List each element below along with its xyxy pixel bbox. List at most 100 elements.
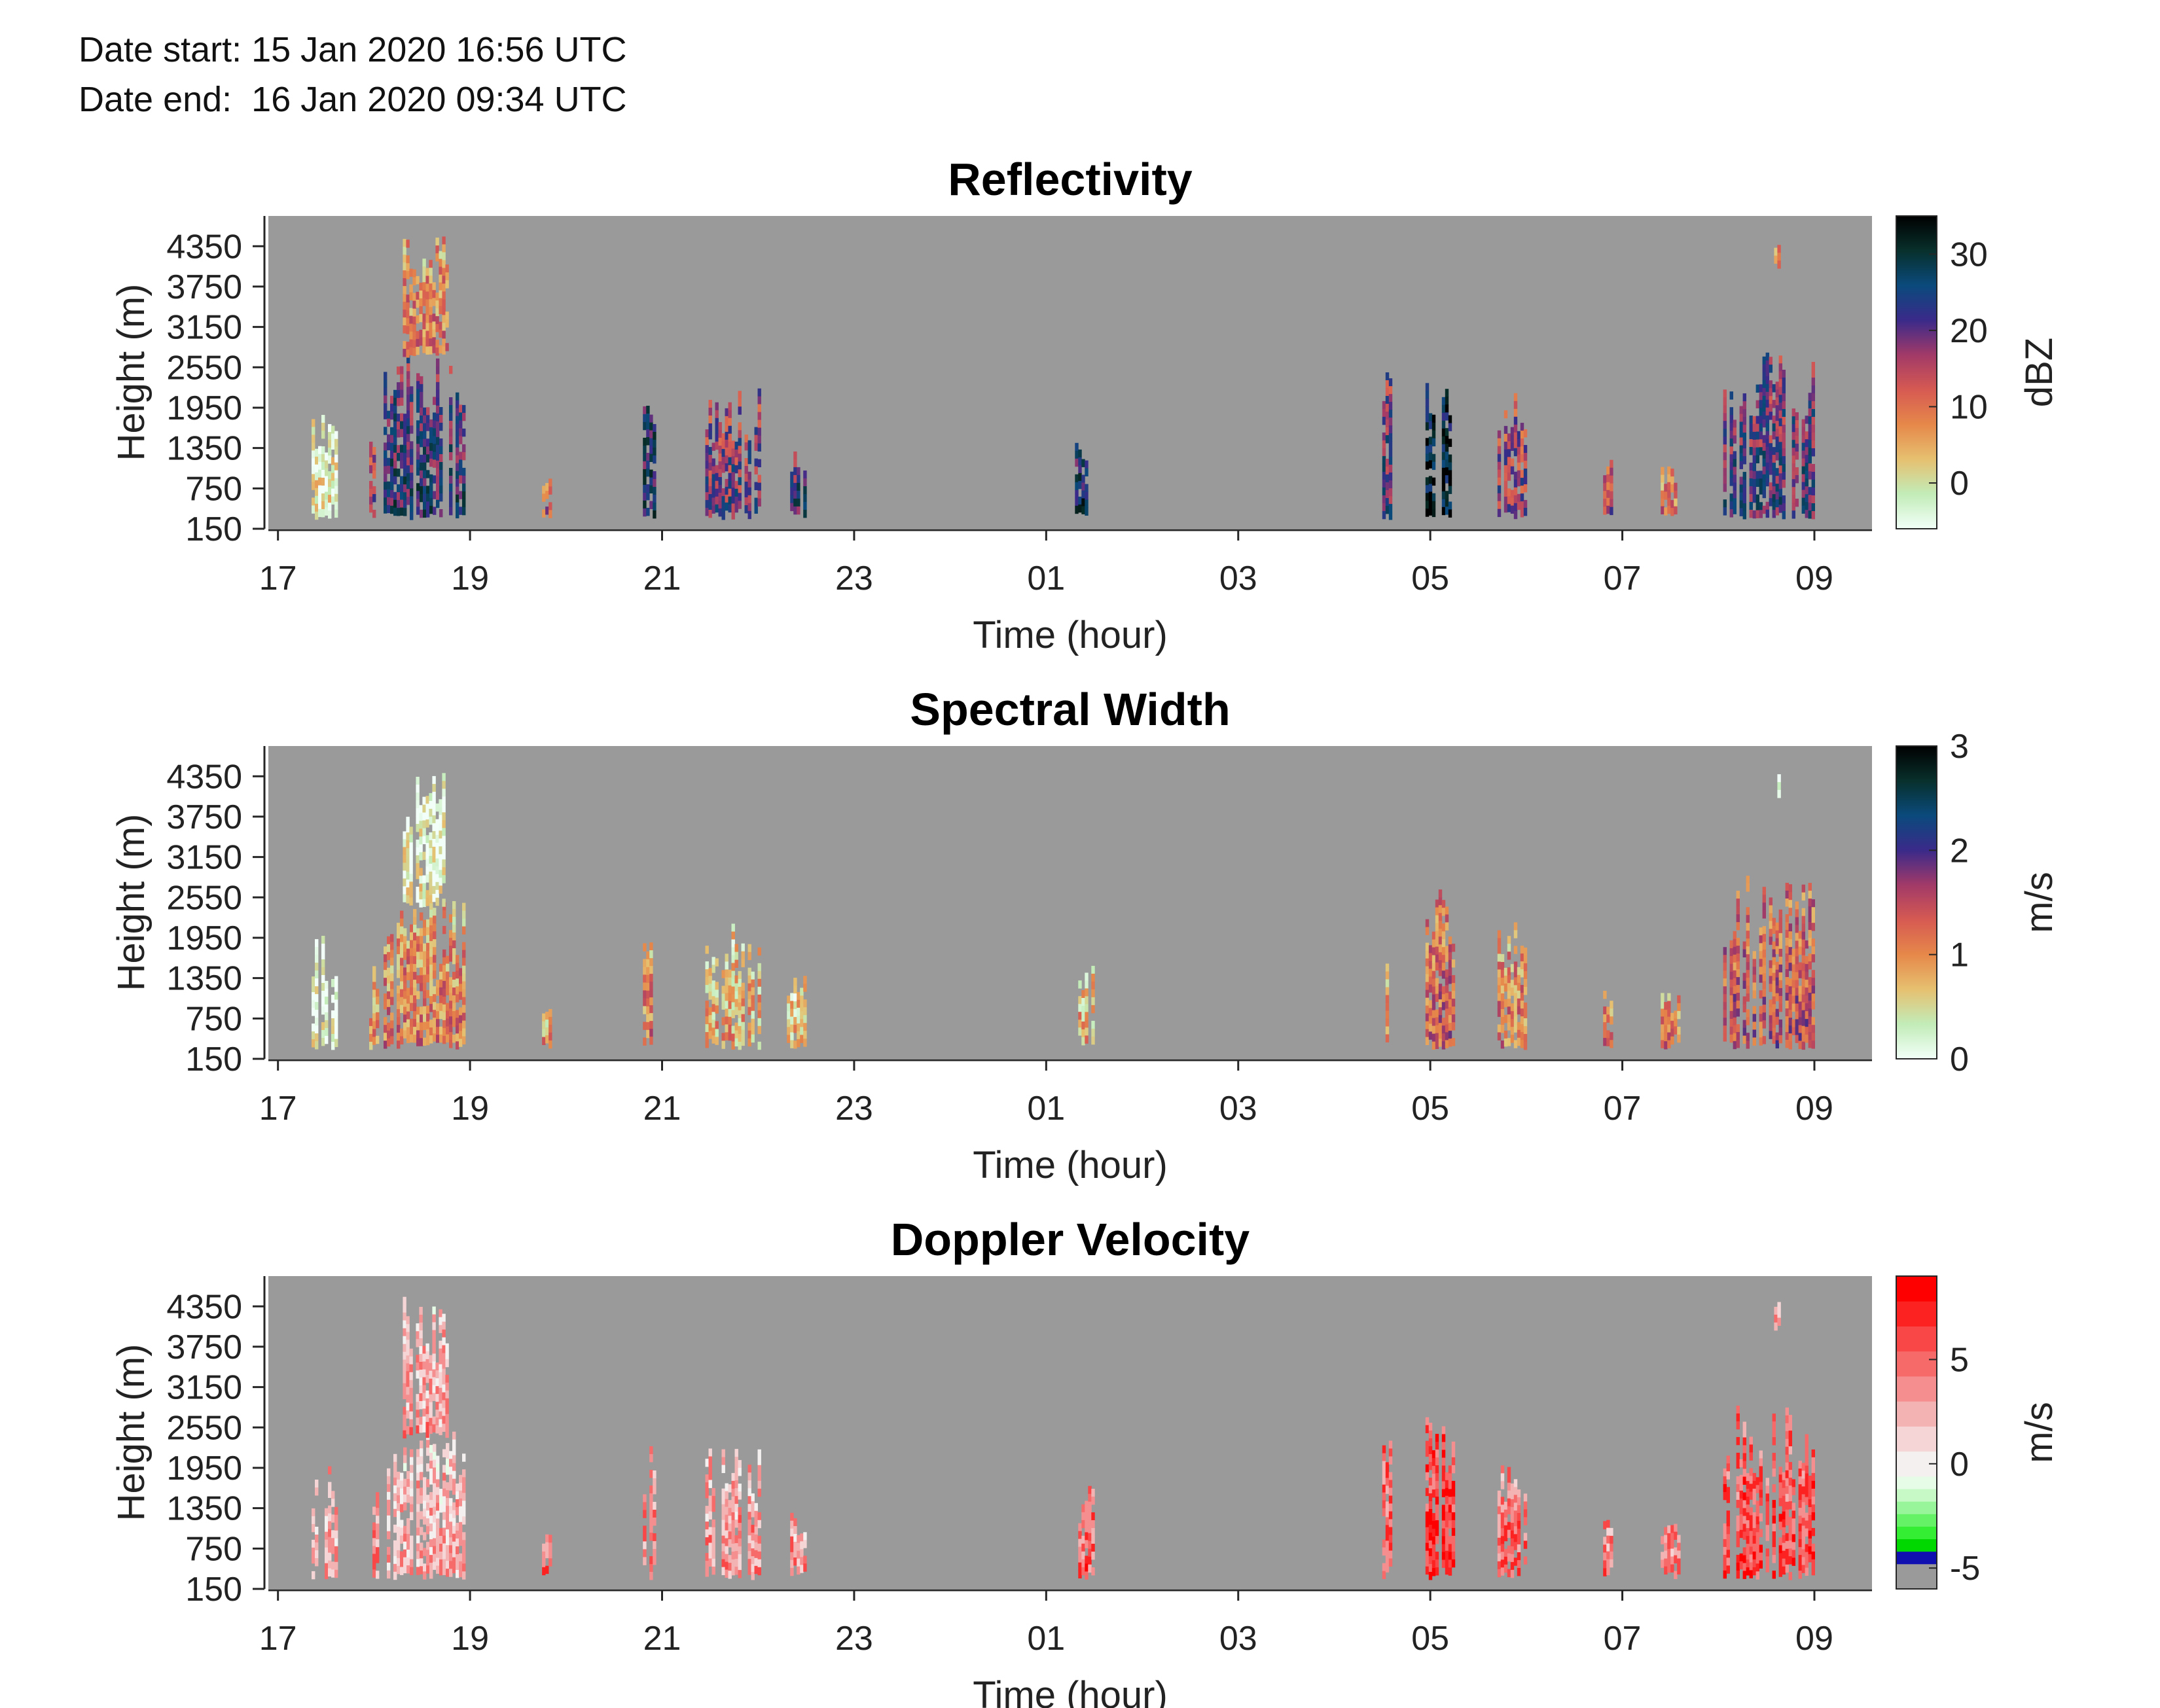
data-cell bbox=[422, 298, 426, 306]
data-cell bbox=[1742, 1508, 1746, 1516]
data-cell bbox=[1785, 922, 1789, 931]
data-cell bbox=[312, 1539, 315, 1548]
data-cell bbox=[1808, 432, 1812, 440]
data-cell bbox=[435, 897, 439, 906]
data-cell bbox=[384, 946, 387, 955]
data-cell bbox=[1782, 472, 1786, 480]
data-cell bbox=[1726, 1565, 1730, 1574]
data-cell bbox=[1523, 484, 1528, 493]
data-cell bbox=[429, 847, 433, 857]
data-cell bbox=[708, 431, 712, 440]
data-cell bbox=[446, 1545, 450, 1554]
data-cell bbox=[325, 1012, 329, 1021]
data-event bbox=[1425, 383, 1452, 518]
data-cell bbox=[1425, 1029, 1430, 1037]
data-cell bbox=[1778, 909, 1782, 918]
data-cell bbox=[436, 421, 440, 430]
data-cell bbox=[1435, 1450, 1439, 1458]
data-cell bbox=[1729, 987, 1733, 996]
data-cell bbox=[790, 1559, 794, 1569]
data-cell bbox=[1775, 985, 1779, 994]
data-cell bbox=[1431, 1458, 1436, 1467]
data-cell bbox=[449, 436, 453, 445]
data-cell bbox=[390, 505, 394, 514]
data-cell bbox=[331, 995, 335, 1003]
data-cell bbox=[725, 985, 729, 993]
data-cell bbox=[331, 441, 335, 450]
data-cell bbox=[439, 823, 442, 831]
data-cell bbox=[718, 469, 722, 478]
data-cell bbox=[1726, 1495, 1730, 1503]
data-cell bbox=[321, 952, 325, 960]
data-cell bbox=[1091, 989, 1095, 998]
data-cell bbox=[754, 1550, 758, 1559]
data-cell bbox=[1510, 987, 1515, 996]
data-cell bbox=[1752, 1567, 1756, 1576]
data-cell bbox=[1661, 1024, 1665, 1033]
data-cell bbox=[1782, 511, 1786, 520]
data-cell bbox=[1777, 260, 1781, 269]
data-cell bbox=[1523, 963, 1528, 972]
data-cell bbox=[705, 453, 709, 461]
data-cell bbox=[1438, 1031, 1443, 1039]
data-cell bbox=[369, 1041, 373, 1050]
data-cell bbox=[1507, 449, 1511, 457]
data-cell bbox=[439, 878, 442, 886]
data-cell bbox=[1445, 985, 1449, 993]
data-cell bbox=[1752, 1535, 1756, 1544]
data-cell bbox=[432, 1314, 436, 1323]
data-cell bbox=[435, 1386, 439, 1395]
data-cell bbox=[646, 492, 650, 501]
data-cell bbox=[542, 1543, 546, 1552]
data-cell bbox=[1520, 423, 1524, 431]
data-cell bbox=[439, 290, 442, 298]
data-cell bbox=[741, 951, 745, 960]
data-cell bbox=[1808, 1032, 1812, 1041]
data-cell bbox=[390, 427, 394, 436]
data-cell bbox=[403, 863, 406, 871]
data-cell bbox=[797, 1535, 801, 1544]
data-cell bbox=[449, 930, 453, 938]
data-cell bbox=[400, 1535, 404, 1544]
data-cell bbox=[312, 992, 315, 1001]
data-cell bbox=[328, 471, 332, 480]
data-cell bbox=[1746, 1520, 1750, 1529]
data-cell bbox=[1523, 948, 1528, 956]
data-cell bbox=[429, 315, 433, 323]
data-cell bbox=[1788, 1033, 1792, 1042]
data-cell bbox=[426, 1479, 430, 1487]
data-cell bbox=[1782, 425, 1786, 433]
data-cell bbox=[1523, 971, 1528, 980]
data-cell bbox=[406, 856, 410, 864]
data-cell bbox=[708, 984, 712, 992]
data-cell bbox=[1785, 1493, 1789, 1503]
data-cell bbox=[429, 1386, 433, 1395]
data-cell bbox=[459, 1023, 463, 1031]
data-cell bbox=[1801, 978, 1805, 987]
data-cell bbox=[1775, 946, 1779, 955]
data-cell bbox=[1438, 968, 1443, 976]
data-cell bbox=[384, 1001, 387, 1010]
data-cell bbox=[725, 502, 729, 511]
data-cell bbox=[1772, 471, 1776, 479]
data-cell bbox=[410, 1449, 414, 1457]
data-cell bbox=[1428, 1564, 1433, 1573]
data-cell bbox=[1746, 970, 1750, 978]
data-cell bbox=[387, 975, 391, 984]
data-cell bbox=[419, 883, 423, 892]
data-cell bbox=[403, 1359, 406, 1368]
data-cell bbox=[384, 962, 387, 970]
data-cell bbox=[1788, 931, 1792, 940]
data-cell bbox=[545, 1035, 549, 1044]
data-cell bbox=[416, 1472, 420, 1481]
data-cell bbox=[1778, 933, 1782, 942]
data-cell bbox=[1798, 1563, 1802, 1571]
data-cell bbox=[384, 1017, 387, 1025]
data-cell bbox=[328, 1544, 332, 1553]
data-cell bbox=[738, 1468, 742, 1476]
colorbar-tick-label: 2 bbox=[1950, 832, 1969, 870]
data-cell bbox=[1431, 1041, 1436, 1050]
data-cell bbox=[413, 956, 417, 965]
data-cell bbox=[1448, 1481, 1452, 1489]
data-cell bbox=[452, 1463, 456, 1472]
